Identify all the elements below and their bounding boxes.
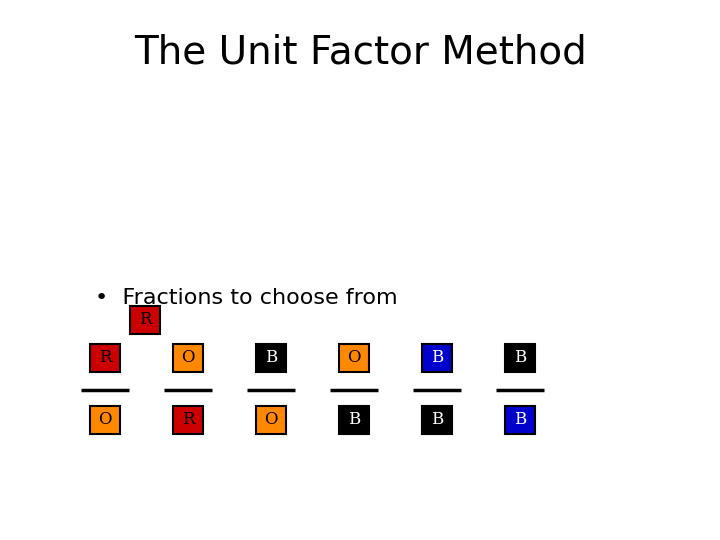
Text: B: B [431, 349, 443, 367]
Text: B: B [514, 411, 526, 429]
Text: O: O [264, 411, 278, 429]
FancyBboxPatch shape [173, 406, 203, 434]
FancyBboxPatch shape [422, 406, 452, 434]
FancyBboxPatch shape [422, 344, 452, 372]
FancyBboxPatch shape [90, 406, 120, 434]
FancyBboxPatch shape [256, 406, 286, 434]
Text: R: R [139, 312, 151, 328]
FancyBboxPatch shape [130, 306, 160, 334]
Text: B: B [514, 349, 526, 367]
FancyBboxPatch shape [505, 406, 535, 434]
Text: O: O [181, 349, 194, 367]
Text: O: O [98, 411, 112, 429]
FancyBboxPatch shape [173, 344, 203, 372]
Text: B: B [265, 349, 277, 367]
FancyBboxPatch shape [339, 344, 369, 372]
Text: R: R [181, 411, 194, 429]
Text: R: R [99, 349, 112, 367]
Text: B: B [431, 411, 443, 429]
FancyBboxPatch shape [505, 344, 535, 372]
Text: B: B [348, 411, 360, 429]
Text: O: O [347, 349, 361, 367]
FancyBboxPatch shape [339, 406, 369, 434]
FancyBboxPatch shape [90, 344, 120, 372]
Text: The Unit Factor Method: The Unit Factor Method [134, 33, 586, 71]
Text: •  Fractions to choose from: • Fractions to choose from [95, 288, 397, 308]
FancyBboxPatch shape [256, 344, 286, 372]
